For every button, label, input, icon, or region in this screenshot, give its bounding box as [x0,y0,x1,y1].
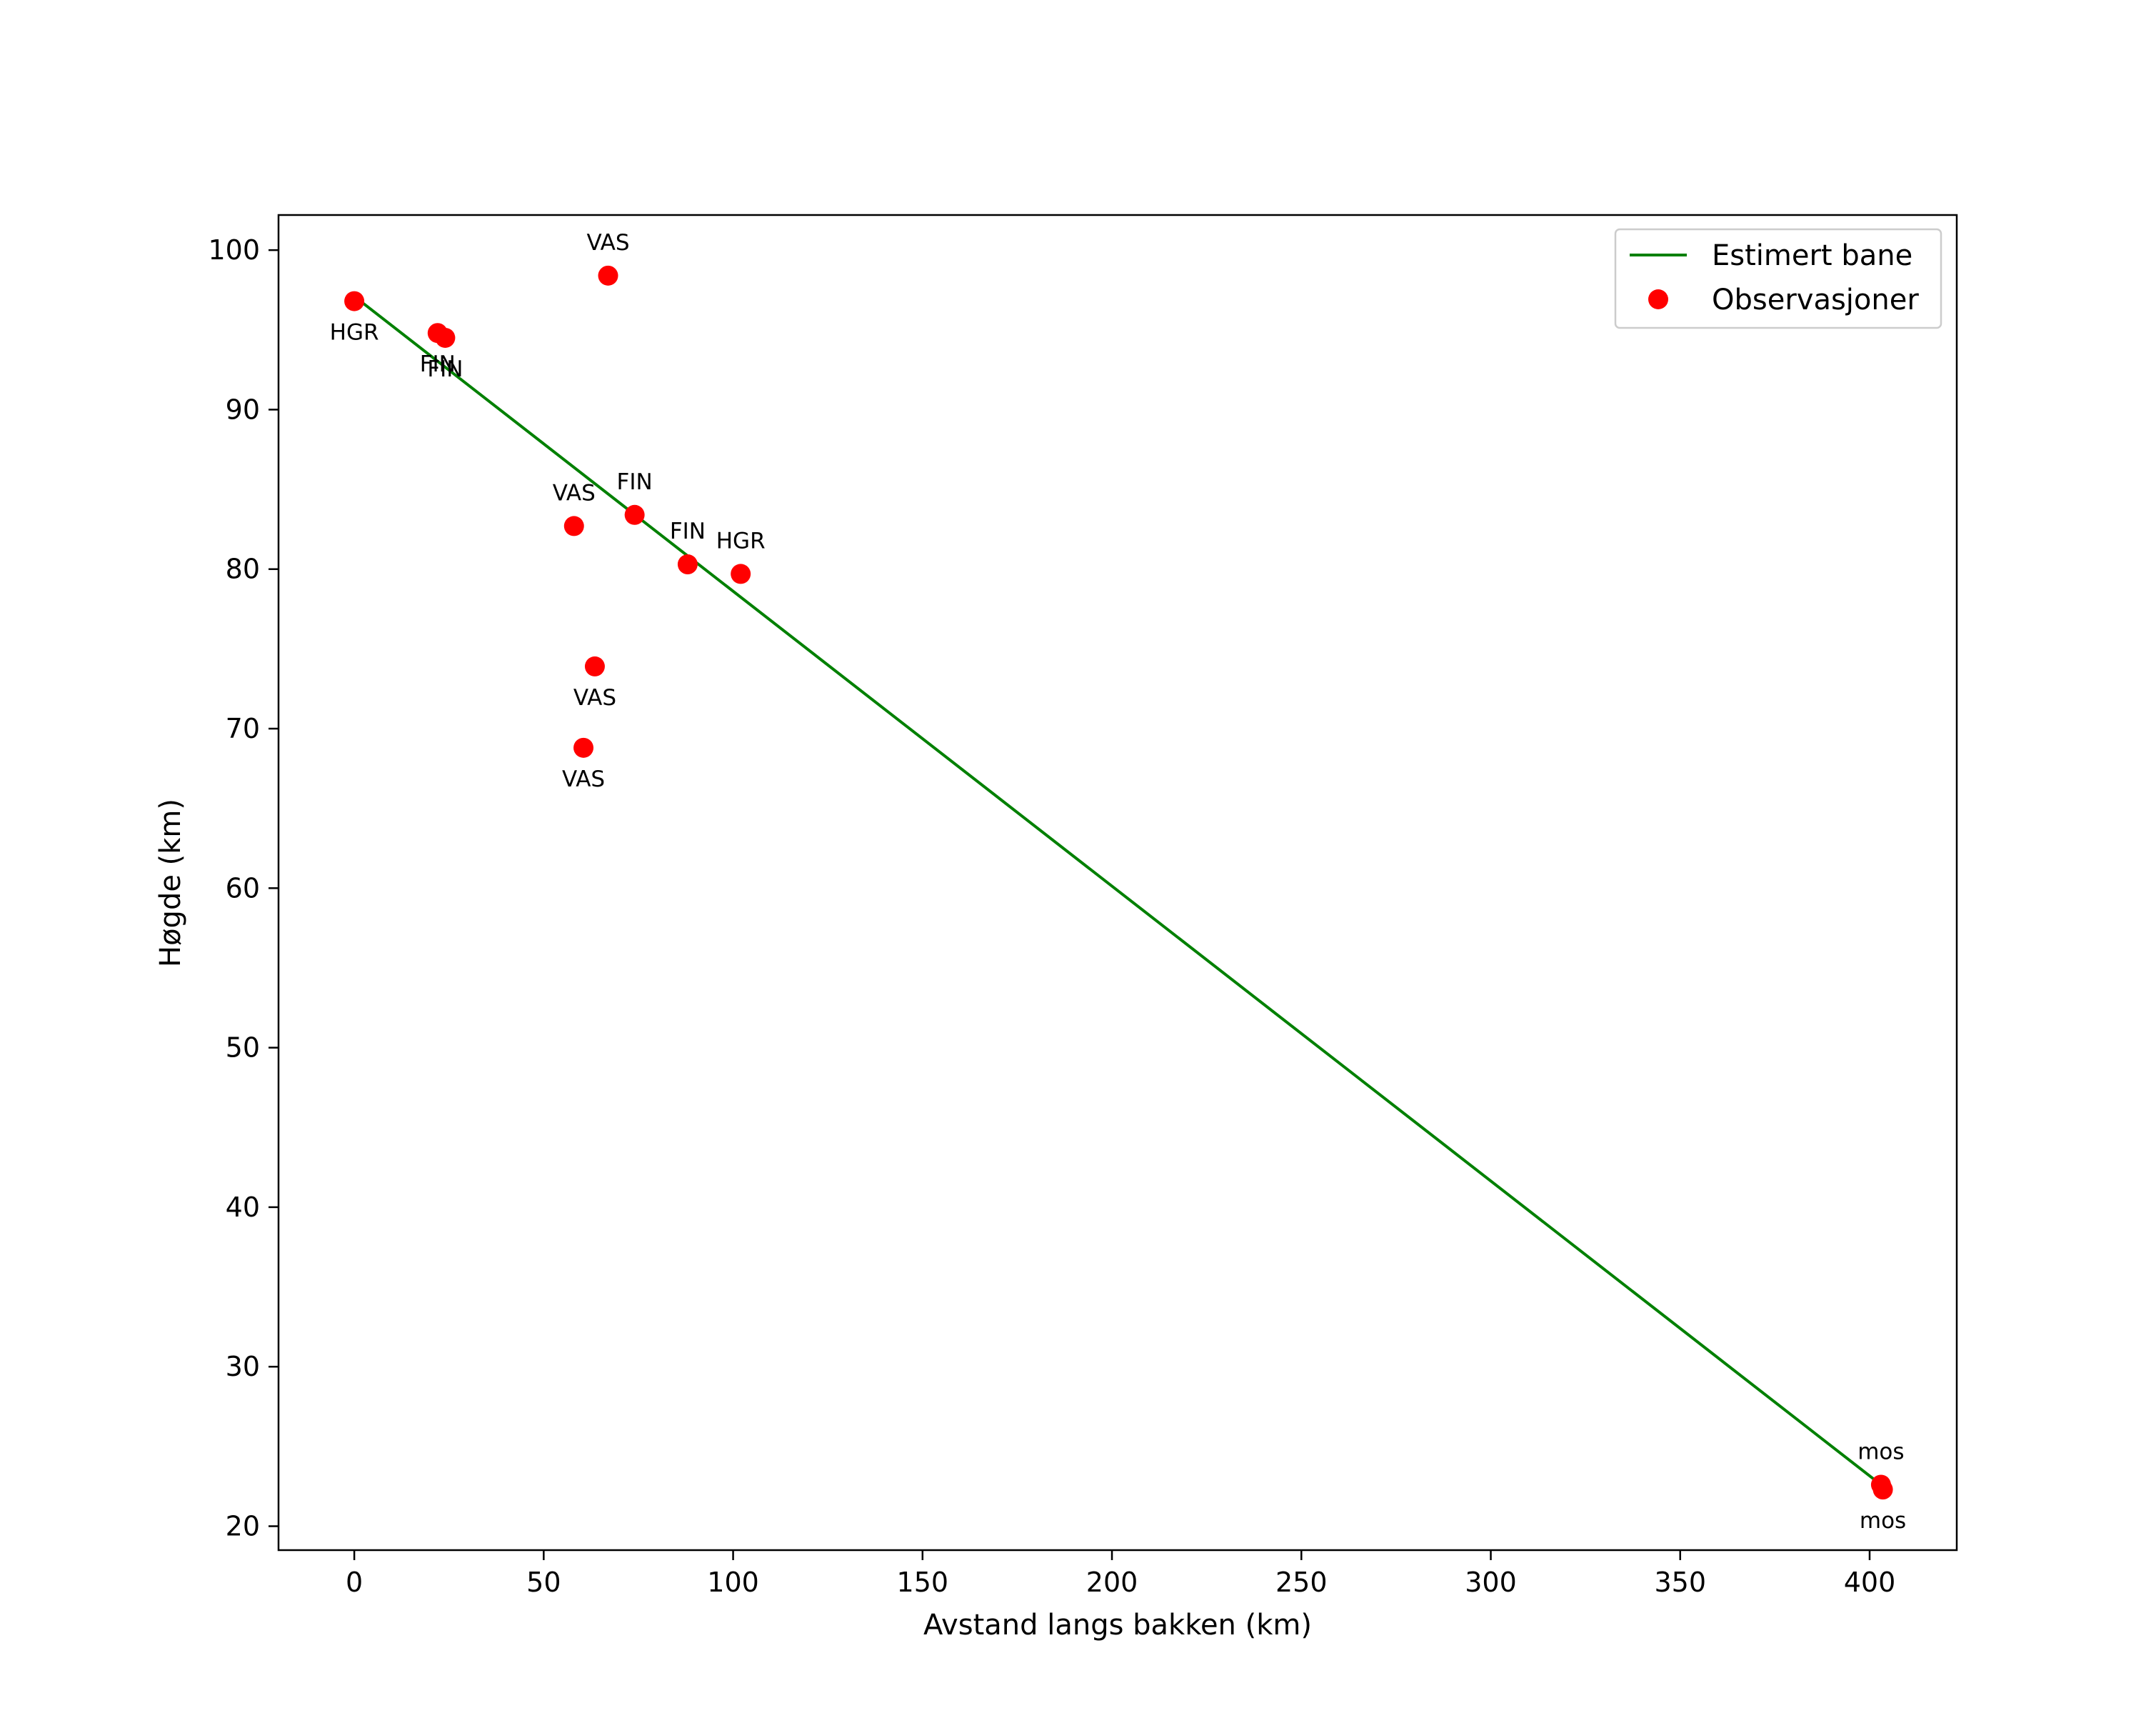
legend-box [1614,228,1942,329]
y-axis-label: Høgde (km) [154,799,187,967]
legend-label-estimert-bane: Estimert bane [1712,239,1912,272]
x-axis: 0 50 100 150 200 250 300 350 400 [346,1550,1895,1598]
observation-point [598,265,618,286]
legend-label-observasjoner: Observasjoner [1712,284,1919,316]
x-tick-label: 200 [1086,1567,1138,1598]
y-tick-label: 30 [226,1351,260,1382]
y-tick-label: 80 [226,554,260,585]
observation-label: VAS [553,480,596,506]
observation-point [677,554,698,575]
observation-label: HGR [330,320,379,346]
legend: Estimert bane Observasjoner [1614,228,1942,329]
y-tick-label: 60 [226,872,260,904]
x-tick-label: 50 [526,1567,561,1598]
x-tick-label: 400 [1844,1567,1896,1598]
x-tick-label: 300 [1465,1567,1517,1598]
observation-point [624,504,645,525]
observation-point [435,327,456,348]
observation-label: FIN [617,469,653,495]
observation-label: VAS [573,685,616,711]
observation-point [731,564,751,584]
observation-label: FIN [427,356,463,382]
x-tick-label: 150 [897,1567,949,1598]
observation-point [1872,1479,1893,1500]
plot-frame [277,214,1958,1552]
x-tick-label: 0 [346,1567,363,1598]
x-axis-label: Avstand langs bakken (km) [923,1609,1312,1642]
y-tick-label: 40 [226,1192,260,1223]
x-tick-label: 350 [1654,1567,1706,1598]
observation-label: mos [1857,1439,1904,1464]
observation-label: FIN [670,519,706,544]
y-tick-label: 100 [208,234,260,266]
legend-point-swatch [1648,289,1668,309]
observation-label: FIN [420,351,456,377]
observation-label: VAS [562,766,605,792]
y-tick-label: 90 [226,394,260,425]
observation-point [563,516,584,536]
y-tick-label: 50 [226,1032,260,1064]
y-axis: 20 30 40 50 60 70 80 90 100 [208,234,279,1542]
x-tick-label: 100 [707,1567,759,1598]
y-tick-label: 20 [226,1511,260,1542]
observation-label: HGR [716,528,766,554]
y-tick-label: 70 [226,713,260,744]
observation-label: mos [1860,1508,1906,1534]
series-line-estimert-bane [353,295,1882,1487]
observation-point [584,656,605,676]
observation-label: VAS [586,230,629,256]
observation-point [573,737,594,758]
x-tick-label: 250 [1275,1567,1328,1598]
observation-point [344,291,365,311]
